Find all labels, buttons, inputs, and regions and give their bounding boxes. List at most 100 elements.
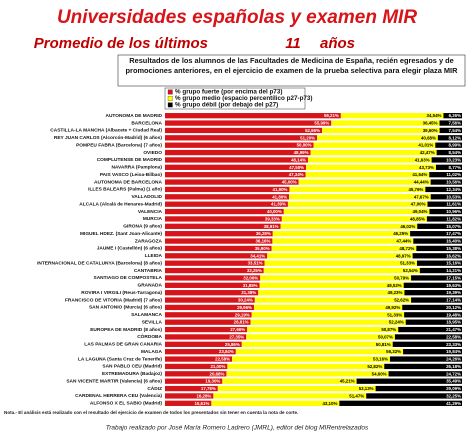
bar-segment <box>165 282 260 288</box>
value-label: 53,16% <box>373 357 388 362</box>
value-label: 40,68% <box>421 135 436 140</box>
bar-segment <box>165 275 261 281</box>
bar-segment <box>405 319 462 325</box>
bar-segment <box>307 157 432 163</box>
bar-segment <box>235 349 404 355</box>
bar-segment <box>287 201 428 207</box>
value-label: 32,25% <box>446 393 461 398</box>
value-label: 17,78% <box>201 386 216 391</box>
bar-segment <box>241 341 393 347</box>
value-label: 11,82% <box>446 216 461 221</box>
bar-segment <box>165 371 227 377</box>
value-label: 20,12% <box>446 305 461 310</box>
bar-segment <box>394 334 462 340</box>
category-label: VALENCIA <box>138 209 163 215</box>
subtitle-unit: años <box>320 35 355 52</box>
category-label: LLEIDA <box>145 253 163 259</box>
value-label: 32,06% <box>243 275 258 280</box>
value-label: 47,34% <box>289 172 304 177</box>
bar-segment <box>403 349 462 355</box>
value-label: 18,95% <box>446 320 461 325</box>
bar-segment <box>289 194 431 200</box>
category-label: REY JUAN CARLOS (Alcorcón-Madrid) (6 año… <box>54 135 163 141</box>
value-label: 20,68% <box>210 371 225 376</box>
value-label: 51,33% <box>400 261 415 266</box>
category-label: CANTABRIA <box>134 268 163 274</box>
bar-segment <box>410 231 462 237</box>
bar-segment <box>165 400 212 406</box>
value-label: 49,92% <box>385 305 400 310</box>
bar-segment <box>384 363 462 370</box>
category-label: ALFONSO X EL SABIO (Madrid) <box>90 401 163 407</box>
value-label: 45,00% <box>282 180 297 185</box>
value-label: 29,96% <box>237 305 252 310</box>
bar-segment <box>439 120 462 126</box>
category-label: BARCELONA <box>131 120 162 126</box>
description-wrap: Resultados de los alumnos de las Faculta… <box>126 56 458 75</box>
subtitle-number: 11 <box>285 35 301 52</box>
bar-segment <box>267 253 413 259</box>
bar-segment <box>165 253 268 259</box>
bar-segment <box>165 297 255 303</box>
bar-segment <box>375 385 462 392</box>
bar-segment <box>226 371 389 377</box>
value-label: 50,87% <box>381 327 396 332</box>
bar-segment <box>298 179 431 185</box>
value-label: 16,28% <box>196 393 211 398</box>
bar-segment <box>165 304 254 311</box>
value-label: 45,21% <box>340 379 355 384</box>
category-label: CÁDIZ <box>147 385 162 392</box>
bar-segment <box>253 304 403 311</box>
value-label: 47,00% <box>411 202 426 207</box>
category-label: AUTONOMA DE BARCELONA <box>94 179 162 185</box>
bar-segment <box>165 319 251 325</box>
value-label: 15,38% <box>446 246 461 251</box>
bar-segment <box>165 245 272 252</box>
value-label: 41,90% <box>273 187 288 192</box>
bar-segment <box>254 297 412 303</box>
value-label: 48,72% <box>399 246 414 251</box>
value-label: 22,58% <box>446 334 461 339</box>
bar-segment <box>246 334 395 340</box>
value-label: 35,49% <box>446 379 461 384</box>
value-label: 50,79% <box>394 275 409 280</box>
bar-segment <box>251 312 405 318</box>
value-label: 48,52% <box>387 283 402 288</box>
value-label: 33,51% <box>248 261 263 266</box>
bar-segment <box>271 245 417 252</box>
value-label: 49,04% <box>413 209 428 214</box>
bar-segment <box>213 393 367 399</box>
value-label: 17,15% <box>446 275 461 280</box>
value-label: 46,02% <box>400 224 415 229</box>
value-label: 26,18% <box>446 364 461 369</box>
bar-segment <box>289 186 426 193</box>
bar-segment <box>281 216 427 222</box>
bar-segment <box>165 326 248 333</box>
legend-label: % grupo fuerte (por encima del p73) <box>175 89 282 96</box>
category-label: SAN ANTONIO (Murcia) (6 años) <box>89 305 162 311</box>
value-label: 54,60% <box>372 371 387 376</box>
value-label: 19,63% <box>446 283 461 288</box>
bar-segment <box>165 231 273 237</box>
value-label: 34,54% <box>427 113 442 118</box>
bar-segment <box>165 393 214 399</box>
category-label: EXTREMADURA (Badajoz) <box>102 371 162 377</box>
category-label: MURCIA <box>143 216 163 222</box>
bar-segment <box>272 231 411 237</box>
bar-segment <box>404 290 462 296</box>
legend-box <box>164 87 306 110</box>
value-label: 43,73% <box>419 165 434 170</box>
value-label: 59,21% <box>324 113 339 118</box>
bar-segment <box>250 319 406 325</box>
category-label: LA LAGUNA (Santa Cruz de Tenerife) <box>78 356 162 362</box>
legend-swatch <box>167 89 173 95</box>
bar-segment <box>165 208 284 215</box>
bar-segment <box>165 149 311 156</box>
value-label: 52,54% <box>403 268 418 273</box>
bar-segment <box>258 290 405 296</box>
category-label: MALAGA <box>141 349 163 355</box>
bar-segment <box>402 304 462 311</box>
bar-segment <box>165 157 308 163</box>
bar-segment <box>227 363 385 370</box>
